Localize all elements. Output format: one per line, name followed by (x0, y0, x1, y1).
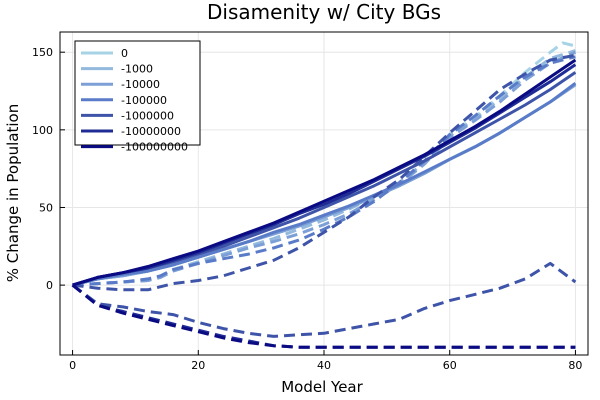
y-tick-label: 50 (39, 201, 53, 214)
x-tick-label: 60 (443, 359, 457, 372)
legend-label: -1000 (121, 63, 153, 76)
series-3 (72, 55, 577, 287)
x-tick-label: 40 (317, 359, 331, 372)
chart-title: Disamenity w/ City BGs (207, 0, 441, 24)
series-dashed-line (71, 261, 577, 338)
series-dashed-line (72, 50, 576, 287)
y-tick-label: 0 (46, 279, 53, 292)
legend-label: -10000000 (121, 125, 181, 138)
legend: 0 -1000 -10000 -100000 -1000000 -10000000 -100… (74, 40, 201, 154)
legend-label: -1000000 (121, 109, 174, 122)
series-dashed-line (72, 49, 576, 287)
series-solid-line (72, 81, 577, 287)
legend-label: -100000000 (121, 141, 188, 154)
series-dashed-line (71, 283, 576, 349)
series-6 (71, 58, 577, 349)
x-tick-label: 20 (191, 359, 205, 372)
series-dashed-line (72, 53, 576, 292)
y-axis-label: % Change in Population (4, 104, 22, 282)
axis-ticks: 0 20 40 60 80 0 50 100 150 (32, 46, 582, 372)
x-tick-label: 0 (69, 359, 76, 372)
legend-label: -10000 (121, 78, 160, 91)
series-solid-line (72, 58, 577, 287)
legend-box (74, 40, 201, 146)
legend-label: -100000 (121, 94, 167, 107)
y-tick-label: 100 (32, 124, 53, 137)
x-axis-label: Model Year (281, 378, 363, 396)
legend-label: 0 (121, 47, 128, 60)
series-dashed-line (72, 55, 576, 287)
series-lines (71, 41, 577, 349)
y-tick-label: 150 (32, 46, 53, 59)
x-tick-label: 80 (568, 359, 582, 372)
